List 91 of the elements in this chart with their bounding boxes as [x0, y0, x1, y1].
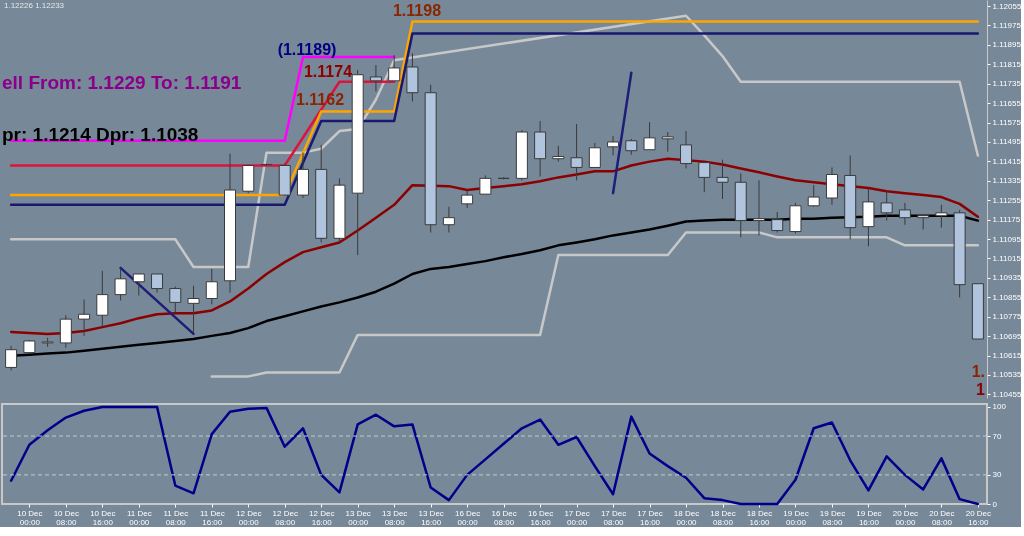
- candlestick: [59, 314, 72, 349]
- y-tick-label: 1.11415: [992, 156, 1022, 166]
- annotation: (1.1189): [277, 41, 337, 58]
- annotation: ell From: 1.1229 To: 1.1191: [2, 72, 242, 93]
- candlestick: [661, 131, 674, 153]
- candlestick: [78, 298, 91, 337]
- candlestick: [187, 285, 200, 334]
- y-tick-label: 1.10775: [992, 312, 1022, 322]
- y-tick-label: 1.12055: [992, 1, 1022, 11]
- x-tick-label: 13 Dec 00:00: [345, 508, 371, 527]
- candlestick: [771, 211, 784, 233]
- x-tick-label: 17 Dec 00:00: [564, 508, 590, 527]
- candlestick: [479, 174, 492, 195]
- y-tick-label: 1.11735: [992, 79, 1022, 89]
- y-tick-label: 1.11815: [992, 59, 1022, 69]
- x-tick-label: 10 Dec 08:00: [53, 508, 80, 527]
- y-tick-label: 1.11015: [992, 253, 1022, 263]
- candlestick: [752, 179, 765, 236]
- candlestick: [935, 204, 948, 229]
- candlestick: [898, 202, 911, 226]
- y-tick-label: 100: [992, 402, 1007, 412]
- candlestick: [570, 123, 583, 181]
- x-tick-label: 12 Dec 16:00: [309, 508, 335, 527]
- line-series: [9, 405, 980, 506]
- candlestick: [96, 270, 109, 328]
- candlestick: [825, 166, 838, 206]
- x-tick-label: 16 Dec 16:00: [527, 508, 554, 527]
- x-tick-label: 18 Dec 00:00: [673, 508, 700, 527]
- y-tick-label: 30: [992, 470, 1002, 480]
- y-tick-label: 1.11495: [992, 137, 1022, 147]
- candlestick: [442, 206, 455, 233]
- y-tick-label: 1.10535: [992, 370, 1022, 380]
- candlestick: [169, 286, 182, 313]
- x-tick-label: 16 Dec 00:00: [454, 508, 481, 527]
- x-tick-label: 18 Dec 16:00: [746, 508, 773, 527]
- candlestick: [698, 162, 711, 193]
- x-tick-label: 20 Dec 08:00: [929, 508, 955, 527]
- x-tick-label: 13 Dec 08:00: [382, 508, 408, 527]
- y-tick-label: 1.11655: [992, 98, 1022, 108]
- y-tick-label: 1.10615: [992, 351, 1022, 361]
- y-tick-label: 1.11095: [992, 234, 1022, 244]
- x-tick-label: 17 Dec 08:00: [600, 508, 627, 527]
- candlestick: [388, 54, 401, 82]
- y-tick-label: 1.10855: [992, 292, 1022, 302]
- candlestick: [807, 184, 820, 208]
- candlestick: [680, 130, 693, 169]
- y-tick-label: 1.10935: [992, 273, 1022, 283]
- candlestick: [151, 273, 164, 294]
- x-tick-label: 19 Dec 08:00: [819, 508, 846, 527]
- x-tick-label: 18 Dec 08:00: [710, 508, 736, 527]
- candlestick: [5, 345, 18, 371]
- annotation: 1.1174: [303, 63, 353, 80]
- candlestick: [607, 135, 620, 157]
- x-tick-label: 20 Dec 00:00: [892, 508, 919, 527]
- annotation: pr: 1.1214 Dpr: 1.1038: [2, 124, 199, 145]
- y-tick-label: 0: [992, 499, 998, 509]
- candlestick: [114, 267, 127, 301]
- annotation: 1.1198: [392, 1, 442, 19]
- x-tick-label: 10 Dec 00:00: [17, 508, 43, 527]
- annotation: 1.12226 1.12233: [4, 1, 65, 10]
- x-tick-label: 17 Dec 16:00: [637, 508, 663, 527]
- x-tick-label: 12 Dec 08:00: [272, 508, 298, 527]
- candlestick: [588, 142, 601, 168]
- x-tick-label: 13 Dec 16:00: [418, 508, 444, 527]
- y-tick-label: 1.10455: [992, 389, 1022, 399]
- y-tick-label: 1.11895: [992, 40, 1022, 50]
- x-tick-label: 10 Dec 16:00: [90, 508, 116, 527]
- y-tick-label: 1.11575: [992, 118, 1022, 128]
- y-tick-label: 1.10695: [992, 331, 1022, 341]
- line-series: [9, 157, 980, 336]
- annotation: 1: [976, 381, 986, 398]
- x-tick-label: 19 Dec 00:00: [783, 508, 809, 527]
- candlestick: [643, 121, 656, 151]
- x-tick-label: 12 Dec 00:00: [236, 508, 262, 527]
- x-tick-label: 19 Dec 16:00: [856, 508, 882, 527]
- candlestick: [369, 64, 382, 92]
- x-tick-label: 11 Dec 00:00: [126, 508, 152, 527]
- x-tick-label: 20 Dec 16:00: [965, 508, 992, 527]
- annotation: 1.: [971, 363, 985, 380]
- x-tick-label: 16 Dec 08:00: [491, 508, 517, 527]
- y-tick-label: 1.11255: [992, 195, 1022, 205]
- candlestick: [880, 190, 893, 222]
- x-tick-label: 11 Dec 16:00: [199, 508, 225, 527]
- y-tick-label: 70: [992, 431, 1002, 441]
- y-tick-label: 1.11175: [992, 215, 1021, 225]
- x-tick-label: 11 Dec 08:00: [163, 508, 189, 527]
- candlestick: [132, 273, 145, 297]
- y-tick-label: 1.11335: [992, 176, 1022, 186]
- candlestick: [716, 159, 729, 200]
- candlestick: [205, 268, 218, 305]
- y-tick-label: 1.11975: [992, 20, 1022, 30]
